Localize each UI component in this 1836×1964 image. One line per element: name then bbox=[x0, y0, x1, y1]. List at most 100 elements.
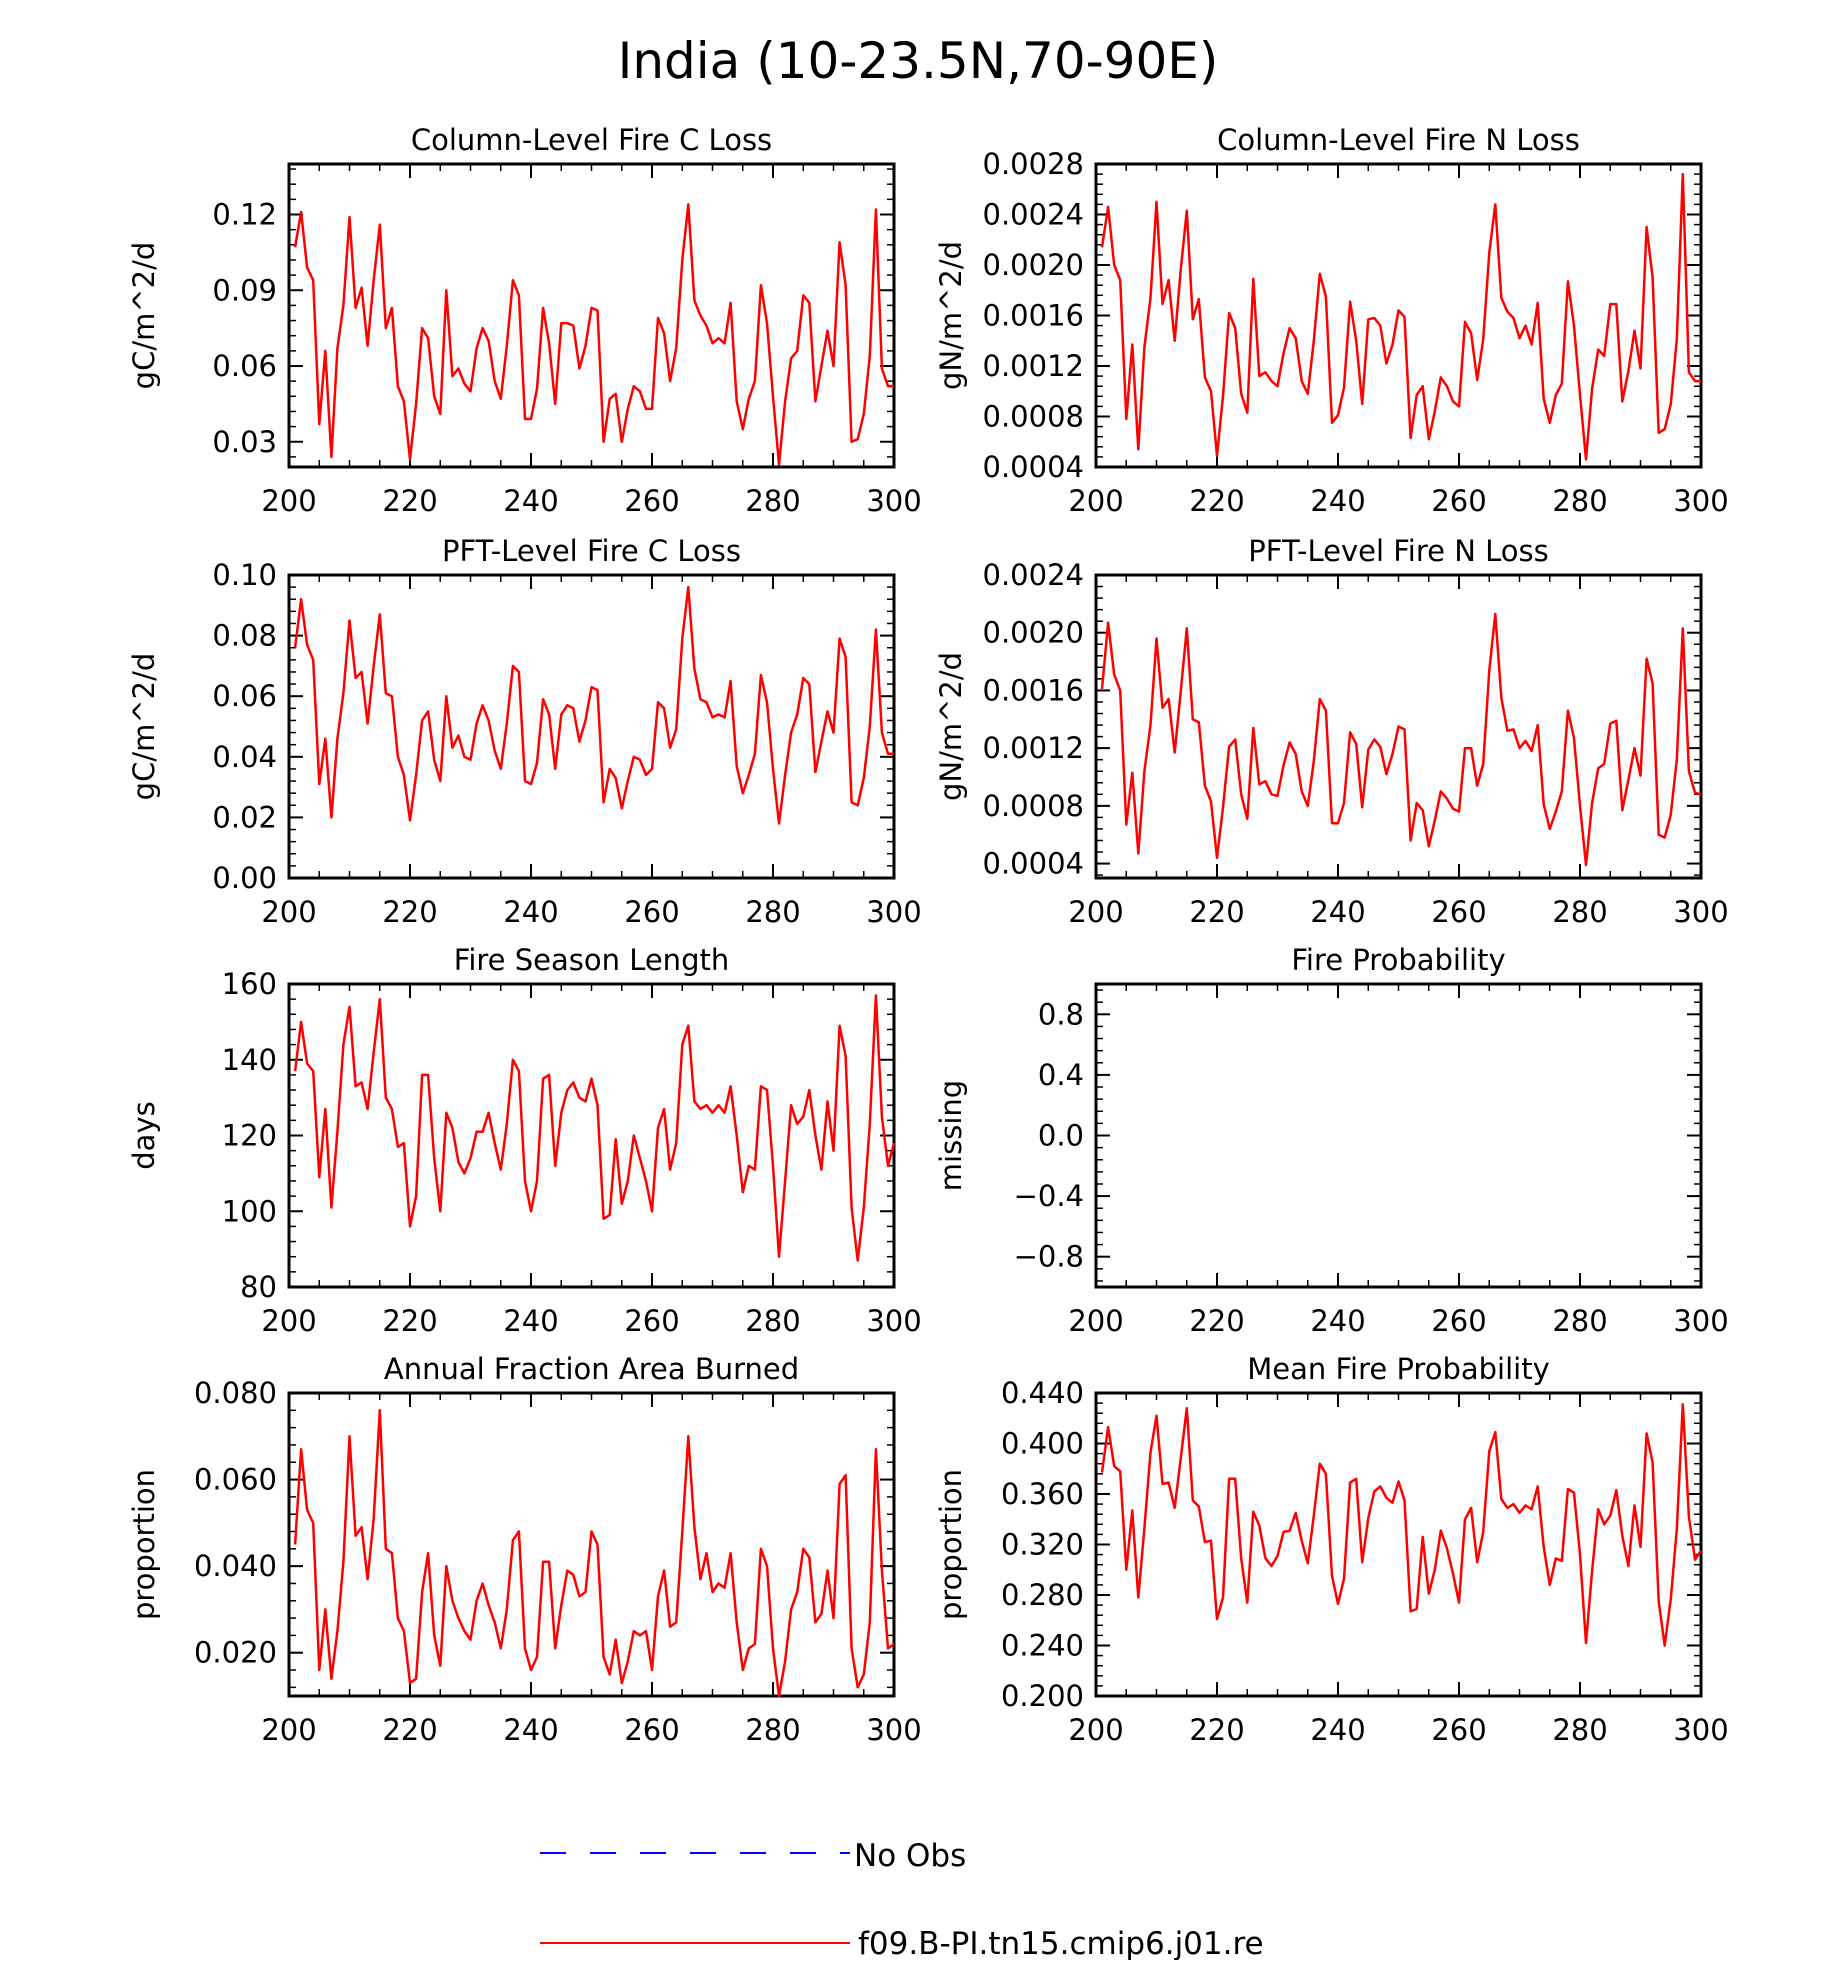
x-tick-label: 220 bbox=[382, 1304, 437, 1338]
series-line bbox=[293, 1409, 895, 1698]
x-tick-label: 240 bbox=[503, 895, 558, 929]
x-tick-label: 300 bbox=[1673, 895, 1728, 929]
y-axis-label: gC/m^2/d bbox=[127, 653, 161, 801]
x-tick-label: 220 bbox=[382, 1713, 437, 1747]
x-tick-label: 260 bbox=[624, 1713, 679, 1747]
y-tick-label: 0.00 bbox=[212, 861, 277, 895]
legend-label-run: f09.B-PI.tn15.cmip6.j01.re bbox=[858, 1926, 1264, 1960]
y-tick-label: 0.0004 bbox=[983, 450, 1084, 484]
x-tick-label: 220 bbox=[1189, 1713, 1244, 1747]
y-tick-label: 0.280 bbox=[1001, 1578, 1084, 1612]
x-tick-label: 280 bbox=[1552, 895, 1607, 929]
y-tick-label: 0.0016 bbox=[983, 673, 1084, 707]
y-tick-label: 0.08 bbox=[212, 619, 277, 653]
x-tick-label: 220 bbox=[1189, 1304, 1244, 1338]
x-tick-label: 280 bbox=[745, 484, 800, 518]
series-line bbox=[1100, 172, 1701, 461]
y-axis-label: proportion bbox=[127, 1469, 161, 1620]
y-axis-label: gC/m^2/d bbox=[127, 242, 161, 390]
y-tick-label: 0.040 bbox=[194, 1549, 277, 1583]
x-tick-label: 240 bbox=[1310, 484, 1365, 518]
x-tick-label: 280 bbox=[745, 1713, 800, 1747]
x-tick-label: 220 bbox=[1189, 895, 1244, 929]
x-tick-label: 240 bbox=[1310, 1304, 1365, 1338]
y-tick-label: −0.8 bbox=[1014, 1240, 1084, 1274]
y-tick-label: 0.09 bbox=[212, 273, 277, 307]
y-tick-label: 0.0016 bbox=[983, 299, 1084, 333]
x-tick-label: 280 bbox=[745, 895, 800, 929]
y-tick-label: 0.0004 bbox=[983, 847, 1084, 881]
chart-title: PFT-Level Fire N Loss bbox=[1248, 534, 1548, 568]
legend-label-no-obs: No Obs bbox=[854, 1838, 966, 1874]
y-tick-label: 140 bbox=[222, 1043, 277, 1077]
chart-panel-7: 200 220 240 260 280 300 0.020 0.040 0.060 0.080 An… bbox=[127, 1352, 922, 1747]
x-tick-label: 300 bbox=[1673, 1304, 1728, 1338]
y-axis-label: missing bbox=[934, 1080, 968, 1191]
chart-panel-8: 200 220 240 260 280 300 0.200 0.240 0.280 0.320 0.… bbox=[934, 1352, 1729, 1747]
x-tick-label: 200 bbox=[1068, 484, 1123, 518]
y-tick-label: 0.4 bbox=[1038, 1058, 1084, 1092]
y-tick-label: 0.03 bbox=[212, 425, 277, 459]
y-tick-label: 0.080 bbox=[194, 1376, 277, 1410]
y-tick-label: 0.0020 bbox=[983, 616, 1084, 650]
chart-panel-4: 200 220 240 260 280 300 0.0004 0.0008 0.0012 0.00… bbox=[934, 534, 1729, 929]
x-tick-label: 260 bbox=[1431, 1713, 1486, 1747]
legend: No Obs f09.B-PI.tn15.cmip6.j01.re bbox=[540, 1838, 1264, 1962]
chart-title: Column-Level Fire C Loss bbox=[411, 123, 772, 157]
y-tick-label: 0.440 bbox=[1001, 1376, 1084, 1410]
y-tick-label: 0.04 bbox=[212, 740, 277, 774]
y-tick-label: 80 bbox=[240, 1270, 277, 1304]
series-line bbox=[293, 203, 894, 466]
x-tick-label: 300 bbox=[866, 895, 921, 929]
y-axis-label: days bbox=[127, 1101, 161, 1169]
x-tick-label: 240 bbox=[503, 484, 558, 518]
series-line bbox=[293, 585, 894, 825]
x-tick-label: 240 bbox=[503, 1713, 558, 1747]
plot-frame bbox=[287, 1391, 896, 1698]
y-axis-label: proportion bbox=[934, 1469, 968, 1620]
x-tick-label: 280 bbox=[1552, 484, 1607, 518]
x-tick-label: 200 bbox=[261, 895, 316, 929]
panels: 200 220 240 260 280 300 0.03 0.06 0.09 0.12 Column… bbox=[127, 123, 1729, 1747]
chart-panel-5: 200 220 240 260 280 300 80 100 120 140 160 Fire Sea… bbox=[127, 943, 922, 1338]
y-tick-label: 0.10 bbox=[212, 558, 277, 592]
x-tick-label: 220 bbox=[382, 895, 437, 929]
chart-panel-2: 200 220 240 260 280 300 0.0004 0.0008 0.0012 0.00… bbox=[934, 123, 1729, 518]
x-tick-label: 240 bbox=[1310, 1713, 1365, 1747]
plot-frame bbox=[287, 982, 896, 1289]
x-tick-label: 300 bbox=[866, 1713, 921, 1747]
y-tick-label: 100 bbox=[222, 1194, 277, 1228]
x-tick-label: 240 bbox=[1310, 895, 1365, 929]
y-tick-label: 160 bbox=[222, 967, 277, 1001]
x-tick-label: 200 bbox=[1068, 895, 1123, 929]
chart-title: Fire Season Length bbox=[454, 943, 729, 977]
x-tick-label: 260 bbox=[624, 1304, 679, 1338]
chart-title: PFT-Level Fire C Loss bbox=[442, 534, 741, 568]
x-tick-label: 200 bbox=[261, 1713, 316, 1747]
y-axis-label: gN/m^2/d bbox=[934, 241, 968, 390]
y-tick-label: 0.060 bbox=[194, 1463, 277, 1497]
y-tick-label: 0.360 bbox=[1001, 1477, 1084, 1511]
x-tick-label: 280 bbox=[745, 1304, 800, 1338]
x-tick-label: 220 bbox=[1189, 484, 1244, 518]
series-line bbox=[1100, 1403, 1703, 1647]
y-tick-label: 0.06 bbox=[212, 679, 277, 713]
plot-frame bbox=[1094, 982, 1703, 1289]
x-tick-label: 300 bbox=[1673, 1713, 1728, 1747]
y-tick-label: 0.400 bbox=[1001, 1427, 1084, 1461]
y-tick-label: 0.8 bbox=[1038, 997, 1084, 1031]
y-tick-label: 0.0 bbox=[1038, 1119, 1084, 1153]
series-line bbox=[293, 994, 896, 1262]
chart-title: Annual Fraction Area Burned bbox=[384, 1352, 799, 1386]
y-axis-label: gN/m^2/d bbox=[934, 652, 968, 801]
x-tick-label: 300 bbox=[866, 484, 921, 518]
x-tick-label: 280 bbox=[1552, 1304, 1607, 1338]
y-tick-label: 0.06 bbox=[212, 349, 277, 383]
y-tick-label: 0.0012 bbox=[983, 349, 1084, 383]
x-tick-label: 200 bbox=[1068, 1304, 1123, 1338]
figure-title: India (10-23.5N,70-90E) bbox=[618, 32, 1219, 90]
y-tick-label: 0.0020 bbox=[983, 248, 1084, 282]
x-tick-label: 260 bbox=[624, 484, 679, 518]
chart-title: Column-Level Fire N Loss bbox=[1217, 123, 1580, 157]
